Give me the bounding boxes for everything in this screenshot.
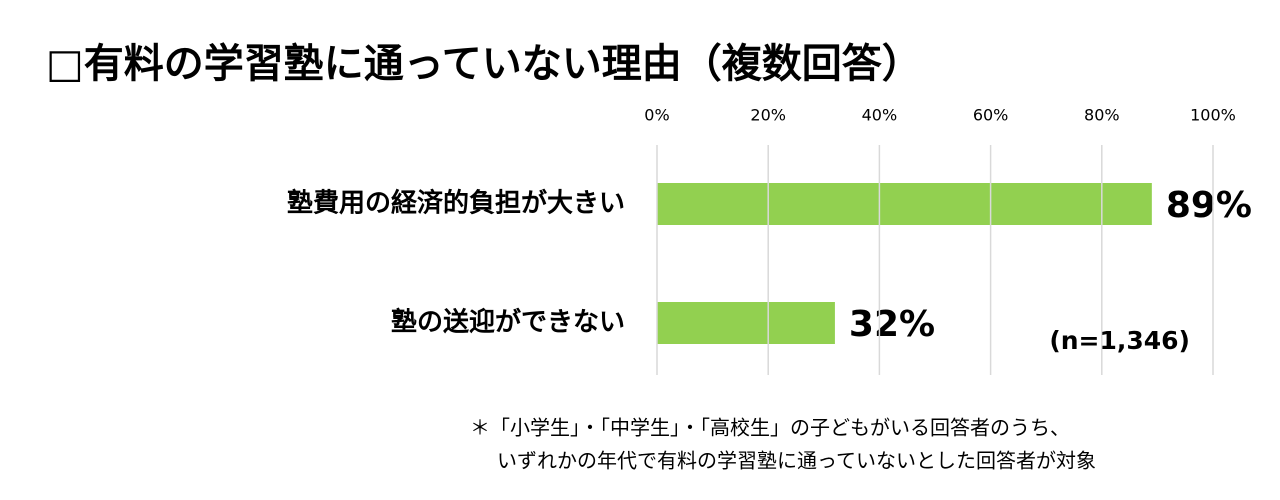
x-tick-label: 0% — [644, 106, 669, 125]
x-tick-label: 80% — [1084, 106, 1120, 125]
sample-size: (n=1,346) — [1049, 326, 1190, 355]
y-tick-label: 塾の送迎ができない — [391, 307, 625, 338]
footnote: いずれかの年代で有料の学習塾に通っていないとした回答者が対象 — [497, 449, 1096, 473]
footnote: ＊「小学生」・「中学生」・「高校生」の子どもがいる回答者のうち、 — [470, 416, 1070, 440]
x-tick-label: 100% — [1190, 106, 1236, 125]
x-tick-label: 60% — [973, 106, 1009, 125]
chart-title: □有料の学習塾に通っていない理由（複数回答） — [46, 41, 922, 87]
y-tick-label: 塾費用の経済的負担が大きい — [287, 188, 625, 219]
value-label: 32% — [849, 304, 935, 345]
value-label: 89% — [1166, 185, 1252, 226]
bar — [657, 302, 835, 344]
x-tick-label: 20% — [750, 106, 786, 125]
bar — [657, 183, 1152, 225]
x-tick-label: 40% — [862, 106, 898, 125]
